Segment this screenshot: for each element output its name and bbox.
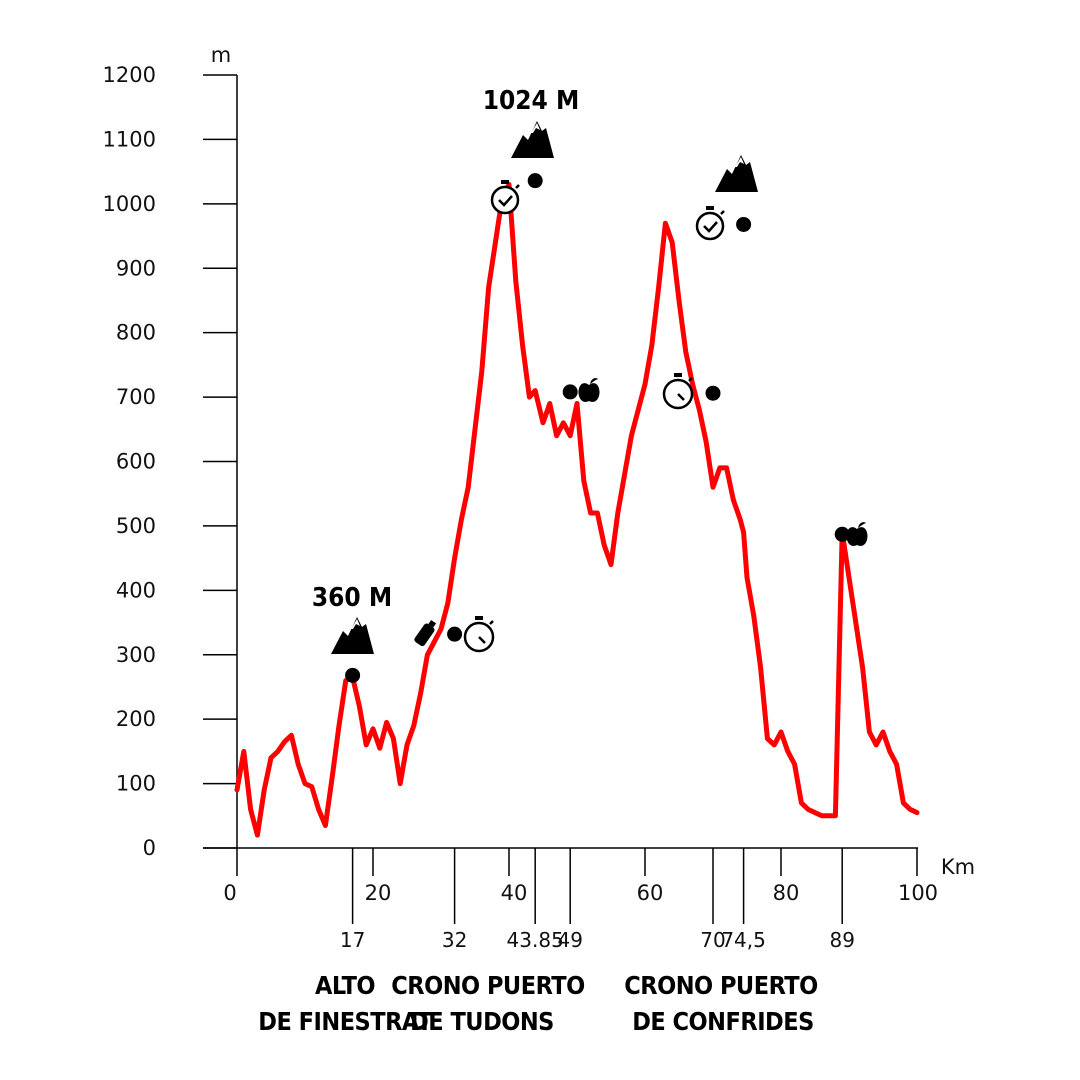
stopwatch-check-icon [695, 206, 725, 241]
drink-bottle-icon [414, 619, 437, 647]
checkpoint-dot [705, 385, 721, 401]
segment-label-confrides-line1: CRONO PUERTO [624, 971, 817, 1000]
y-tick-label: 900 [116, 256, 156, 280]
x-axis-ticks: 0 20 40 60 80 100 [223, 848, 938, 905]
segment-label-tudons-line2: DE TUDONS [410, 1007, 554, 1036]
y-tick-label: 100 [116, 772, 156, 796]
checkpoint-dot [834, 526, 850, 542]
km-marker-label: 17 [340, 928, 365, 952]
y-tick-label: 600 [116, 450, 156, 474]
km-marker-label: 32 [442, 928, 467, 952]
x-tick-label: 20 [365, 881, 392, 905]
y-tick-label: 1000 [103, 192, 156, 216]
y-tick-label: 700 [116, 385, 156, 409]
x-tick-label: 60 [637, 881, 664, 905]
y-tick-label: 300 [116, 643, 156, 667]
y-tick-label: 200 [116, 707, 156, 731]
stopwatch-icon [662, 373, 694, 410]
y-tick-label: 1100 [103, 127, 156, 151]
mountain-icon [511, 121, 554, 158]
mountain-icon [331, 617, 374, 654]
apple-icon [846, 522, 868, 546]
km-marker-label: 43.85 [507, 928, 564, 952]
segment-label-finestrat-line1: ALTO [315, 971, 375, 1000]
checkpoint-dot [527, 173, 543, 189]
segment-label-tudons-line1: CRONO PUERTO [391, 971, 584, 1000]
checkpoint-dot [562, 384, 578, 400]
km-marker-label: 74,5 [721, 928, 766, 952]
y-tick-label: 0 [143, 836, 156, 860]
x-tick-label: 0 [223, 881, 236, 905]
x-tick-label: 100 [898, 881, 938, 905]
km-marker-label: 89 [829, 928, 854, 952]
checkpoint-dot [345, 667, 361, 683]
mountain-icon [715, 155, 758, 192]
segment-label-finestrat-line2: DE FINESTRAT [258, 1007, 433, 1036]
x-tick-label: 80 [773, 881, 800, 905]
stopwatch-icon [463, 616, 495, 653]
checkpoint-dot [736, 216, 752, 232]
y-tick-label: 800 [116, 321, 156, 345]
y-tick-label: 1200 [103, 63, 156, 87]
peak-label-finestrat: 360 M [312, 583, 392, 613]
apple-icon [578, 378, 600, 402]
y-axis-title: m [211, 43, 231, 67]
checkpoint-dot [447, 626, 463, 642]
km-marker-label: 49 [557, 928, 582, 952]
y-tick-label: 400 [116, 578, 156, 602]
x-tick-label: 40 [501, 881, 528, 905]
km-marker-label: 70 [700, 928, 725, 952]
peak-label-tudons: 1024 M [483, 86, 580, 116]
y-axis-ticks: 0 100 200 300 400 500 600 700 800 900 1000 1100 1200 [103, 63, 237, 860]
x-axis-title: Km [941, 855, 975, 879]
elevation-line [234, 182, 920, 838]
segment-label-confrides-line2: DE CONFRIDES [632, 1007, 814, 1036]
stopwatch-check-icon [490, 180, 520, 215]
checkpoint-markers [345, 173, 850, 683]
y-tick-label: 500 [116, 514, 156, 538]
